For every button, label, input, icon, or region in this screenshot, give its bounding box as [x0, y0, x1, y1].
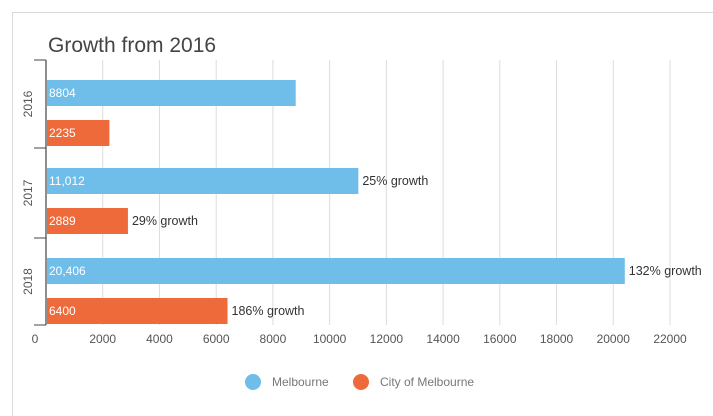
bar-value-label: 2889	[49, 214, 76, 228]
legend-swatch-melbourne	[245, 374, 261, 390]
x-tick-label: 14000	[426, 332, 460, 346]
legend-label: City of Melbourne	[380, 375, 474, 389]
category-labels: 2016 2017 2018	[21, 90, 35, 295]
legend: Melbourne City of Melbourne	[245, 374, 474, 390]
x-tick-label: 6000	[203, 332, 230, 346]
bar-value-label: 11,012	[49, 174, 85, 188]
bar-annotation: 29% growth	[132, 214, 198, 228]
x-tick-label: 12000	[370, 332, 404, 346]
bar-value-label: 8804	[49, 86, 76, 100]
category-label: 2018	[21, 268, 35, 295]
x-tick-label: 10000	[313, 332, 347, 346]
category-label: 2016	[21, 90, 35, 117]
bar-value-label: 6400	[49, 304, 76, 318]
x-tick-label: 20000	[597, 332, 631, 346]
bar-city-of-melbourne	[47, 208, 128, 234]
axes	[34, 59, 47, 326]
bar-city-of-melbourne	[47, 298, 228, 324]
bar-value-label: 20,406	[49, 264, 86, 278]
bar-annotation: 25% growth	[362, 174, 428, 188]
bar-city-of-melbourne	[47, 120, 110, 146]
bar-melbourne	[47, 80, 296, 106]
x-tick-labels: 0 2000 4000 6000 8000 10000 12000 14000 16000 180…	[32, 332, 687, 346]
bar-annotation: 132% growth	[629, 264, 702, 278]
chart-frame	[12, 12, 713, 416]
category-label: 2017	[21, 179, 35, 206]
x-tick-label: 4000	[146, 332, 173, 346]
legend-label: Melbourne	[272, 375, 329, 389]
bars: 8804 2235 11,012 25% growth 2889 29% growth 20…	[47, 80, 702, 324]
x-tick-label: 8000	[260, 332, 287, 346]
bar-value-label: 2235	[49, 126, 76, 140]
chart-title: Growth from 2016	[48, 34, 216, 57]
x-tick-label: 22000	[653, 332, 687, 346]
x-tick-label: 2000	[89, 332, 116, 346]
x-tick-label: 0	[32, 332, 39, 346]
bar-melbourne	[47, 168, 359, 194]
legend-swatch-city-of-melbourne	[353, 374, 369, 390]
x-tick-label: 16000	[483, 332, 517, 346]
bar-melbourne	[47, 258, 625, 284]
x-tick-label: 18000	[540, 332, 574, 346]
bar-annotation: 186% growth	[232, 304, 305, 318]
